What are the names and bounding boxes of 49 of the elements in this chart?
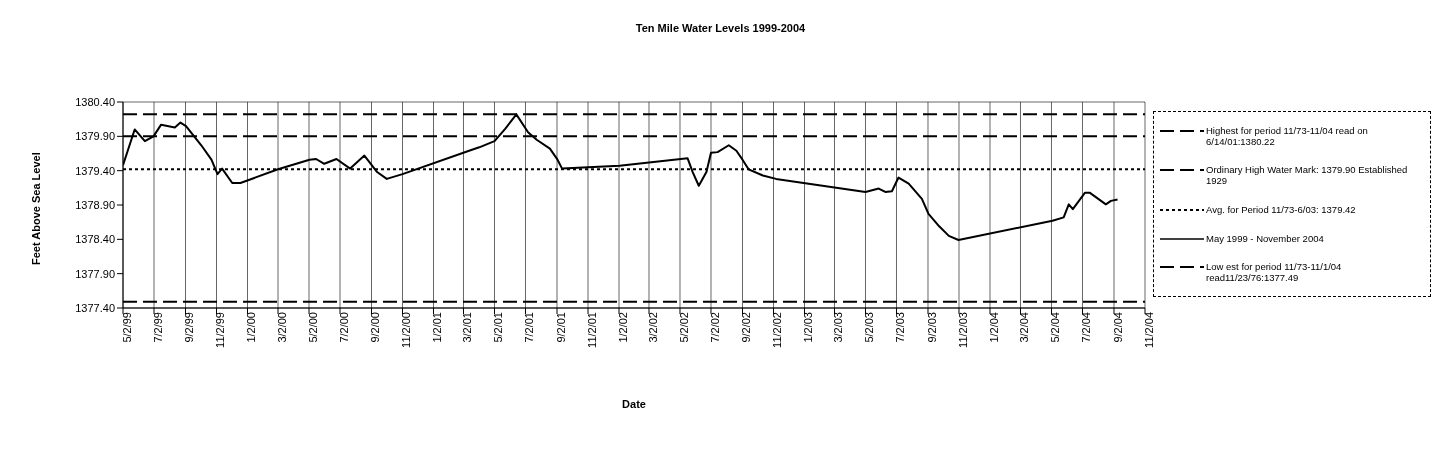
x-tick-label: 7/2/00 <box>337 312 350 343</box>
x-tick-label: 7/2/01 <box>523 312 536 343</box>
x-tick-label: 5/2/01 <box>492 312 505 343</box>
x-axis-title: Date <box>622 398 646 410</box>
x-tick-label: 3/2/03 <box>832 312 845 343</box>
x-tick-label: 5/2/03 <box>863 312 876 343</box>
x-tick-label: 11/2/01 <box>585 312 598 348</box>
x-tick-label: 1/2/00 <box>245 312 258 343</box>
x-tick-label: 9/2/04 <box>1111 312 1124 343</box>
x-tick-label: 11/2/03 <box>956 312 969 348</box>
x-tick-label: 11/2/04 <box>1142 312 1155 348</box>
y-tick-label: 1378.40 <box>75 233 115 246</box>
x-tick-label: 3/2/02 <box>646 312 659 343</box>
y-tick-label: 1377.40 <box>75 301 115 314</box>
x-tick-label: 11/2/00 <box>400 312 413 348</box>
x-tick-label: 3/2/00 <box>275 312 288 343</box>
legend-label: May 1999 - November 2004 <box>1206 232 1324 244</box>
x-tick-label: 3/2/04 <box>1018 312 1031 343</box>
x-tick-label: 1/2/02 <box>616 312 629 343</box>
x-tick-label: 9/2/01 <box>554 312 567 343</box>
y-tick-label: 1378.90 <box>75 198 115 211</box>
x-tick-label: 9/2/02 <box>740 312 753 343</box>
x-tick-label: 9/2/99 <box>183 312 196 343</box>
x-tick-label: 5/2/00 <box>306 312 319 343</box>
y-tick-label: 1377.90 <box>75 267 115 280</box>
x-tick-label: 1/2/03 <box>802 312 815 343</box>
legend-label: Highest for period 11/73-11/04 read on 6/14/01:1380.22 <box>1206 124 1369 147</box>
y-tick-label: 1379.90 <box>75 130 115 143</box>
x-tick-label: 3/2/01 <box>461 312 474 343</box>
y-tick-label: 1380.40 <box>75 95 115 108</box>
x-tick-label: 7/2/04 <box>1080 312 1093 343</box>
x-tick-label: 1/2/01 <box>431 312 444 343</box>
y-axis-title: Feet Above Sea Level <box>29 152 42 265</box>
x-tick-label: 5/2/04 <box>1049 312 1062 343</box>
legend-label: Low est for period 11/73-11/1/04 read11/23/76:1377.49 <box>1206 261 1343 284</box>
x-tick-label: 7/2/03 <box>894 312 907 343</box>
y-tick-label: 1379.40 <box>75 164 115 177</box>
chart-title: Ten Mile Water Levels 1999-2004 <box>634 22 807 34</box>
legend-label: Ordinary High Water Mark: 1379.90 Established 1929 <box>1206 164 1409 187</box>
x-tick-label: 9/2/00 <box>369 312 382 343</box>
x-tick-label: 9/2/03 <box>925 312 938 343</box>
x-tick-label: 5/2/99 <box>120 312 133 343</box>
legend-label: Avg. for Period 11/73-6/03: 1379.42 <box>1206 203 1356 215</box>
x-tick-label: 5/2/02 <box>677 312 690 343</box>
x-tick-label: 11/2/99 <box>214 312 227 348</box>
x-tick-label: 11/2/02 <box>771 312 784 348</box>
x-tick-label: 7/2/99 <box>151 312 164 343</box>
x-tick-label: 7/2/02 <box>708 312 721 343</box>
x-tick-label: 1/2/04 <box>987 312 1000 343</box>
